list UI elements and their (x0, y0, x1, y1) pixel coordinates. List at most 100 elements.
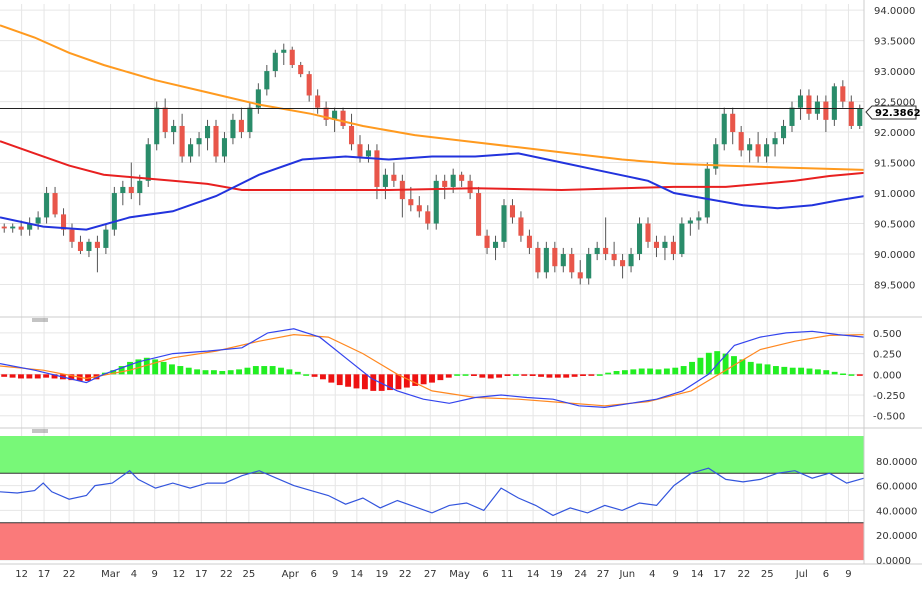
candle-body (162, 107, 168, 133)
rsi-line (0, 467, 865, 517)
y-tick-label: 91.5000 (874, 159, 915, 170)
macd-histogram-bar (605, 372, 612, 375)
candle-body (747, 144, 753, 151)
candle-body (476, 193, 482, 236)
x-tick-label: 17 (195, 569, 208, 580)
macd-histogram-bar (303, 374, 310, 376)
x-tick-label: Jun (618, 569, 635, 580)
rsi-panel-resize-handle[interactable] (32, 429, 48, 433)
candle-body (315, 95, 321, 108)
macd-histogram-bar (328, 374, 335, 383)
macd-histogram-bar (697, 357, 704, 375)
x-tick-label: 17 (713, 569, 726, 580)
macd-histogram-bar (496, 374, 503, 378)
x-tick-label: 25 (761, 569, 774, 580)
candle-body (332, 110, 338, 120)
macd-histogram-bar (521, 374, 528, 376)
candle-body (391, 174, 397, 181)
macd-histogram-bar (621, 370, 628, 375)
candle-body (679, 223, 685, 255)
candle-body (408, 199, 414, 206)
candle-body (560, 254, 566, 267)
rsi-tick-label: 80.0000 (876, 457, 917, 468)
rsi-overbought-zone (0, 436, 864, 474)
candle-body (111, 193, 117, 230)
x-tick-label: 22 (738, 569, 751, 580)
candle-body (730, 113, 736, 133)
x-tick-label: 24 (574, 569, 587, 580)
x-tick-label: 4 (649, 569, 655, 580)
candle-body (603, 247, 609, 255)
macd-histogram-bar (722, 353, 729, 375)
x-tick-label: 19 (376, 569, 389, 580)
candle-body (442, 180, 448, 187)
candle-body (44, 193, 50, 218)
macd-histogram-bar (781, 366, 788, 375)
x-tick-label: 14 (350, 569, 363, 580)
macd-histogram-bar (9, 374, 16, 378)
rsi-tick-label: 20.0000 (876, 531, 917, 542)
macd-histogram-bar (160, 361, 167, 375)
x-tick-label: 9 (845, 569, 851, 580)
y-tick-label: 90.5000 (874, 220, 915, 231)
candle-body (298, 64, 304, 75)
macd-histogram-bar (278, 367, 284, 375)
candle-body (238, 119, 244, 133)
candle-body (831, 86, 837, 120)
macd-histogram-bar (563, 374, 570, 378)
macd-histogram-bar (18, 374, 24, 379)
macd-histogram-bar (789, 367, 796, 375)
candle-body (18, 226, 24, 230)
macd-histogram-bar (529, 374, 536, 376)
macd-histogram-bar (210, 370, 217, 375)
candle-body (467, 180, 473, 194)
macd-histogram-bar (454, 374, 461, 376)
candle-body (416, 205, 422, 212)
macd-histogram-bar (219, 371, 226, 375)
macd-histogram-bar (756, 363, 763, 375)
macd-histogram-bar (361, 374, 368, 390)
x-tick-label: 22 (399, 569, 412, 580)
candle-body (518, 217, 524, 236)
macd-histogram-bar (269, 366, 276, 375)
macd-tick-label: -0.250 (873, 391, 905, 402)
macd-tick-label: 0.000 (873, 370, 902, 381)
x-tick-label: Jul (795, 569, 808, 580)
candle-body (272, 52, 278, 72)
candle-body (780, 125, 787, 139)
x-tick-label: 6 (823, 569, 829, 580)
macd-histogram-bar (420, 374, 427, 385)
macd-histogram-bar (194, 369, 201, 375)
candle-body (713, 144, 719, 169)
macd-histogram-bar (252, 366, 259, 375)
x-tick-label: May (449, 569, 470, 580)
macd-tick-label: 0.250 (873, 350, 902, 361)
x-tick-label: 12 (172, 569, 185, 580)
macd-panel-resize-handle[interactable] (32, 318, 48, 322)
macd-histogram-bar (336, 374, 343, 386)
candle-body (492, 241, 499, 248)
y-tick-label: 92.0000 (874, 128, 915, 139)
macd-tick-label: -0.500 (873, 412, 905, 423)
macd-histogram-bar (705, 352, 712, 375)
candle-body (86, 241, 92, 251)
macd-histogram-bar (647, 368, 654, 375)
candle-body (154, 107, 160, 145)
candle-body (543, 247, 549, 273)
candle-body (577, 272, 583, 279)
y-tick-label: 90.0000 (874, 250, 915, 261)
x-tick-label: 17 (38, 569, 51, 580)
candle-body (797, 95, 804, 108)
y-tick-label: 93.0000 (874, 67, 915, 78)
macd-histogram-bar (437, 374, 444, 381)
panel-resize-handles[interactable] (32, 318, 48, 433)
candle-body (696, 217, 702, 221)
macd-histogram-bar (471, 374, 477, 376)
candle-body (365, 150, 372, 157)
candle-body (738, 132, 744, 151)
moving-average-orange (0, 24, 865, 171)
candle-body (755, 144, 761, 157)
macd-histogram-bar (806, 368, 813, 375)
macd-histogram-bar (135, 359, 142, 375)
